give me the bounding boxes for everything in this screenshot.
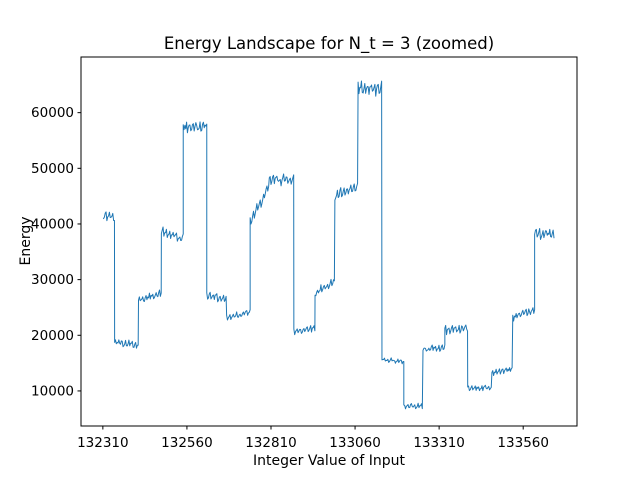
y-tick-label: 50000 <box>31 161 74 177</box>
x-axis-label: Integer Value of Input <box>253 453 405 469</box>
x-tick-label: 133310 <box>413 435 465 451</box>
x-tick-label: 132560 <box>161 435 213 451</box>
energy-series <box>103 80 555 410</box>
x-axis-ticks: 132310 132560 132810 133060 133310 133560 <box>77 426 549 451</box>
energy-line <box>103 80 555 410</box>
chart-title: Energy Landscape for N_t = 3 (zoomed) <box>164 34 494 54</box>
y-axis-label: Energy <box>18 216 34 265</box>
x-tick-label: 132310 <box>77 435 129 451</box>
y-axis-ticks: 10000 20000 30000 40000 50000 60000 <box>31 105 81 399</box>
y-tick-label: 60000 <box>31 105 74 121</box>
y-tick-label: 30000 <box>31 272 74 288</box>
y-tick-label: 10000 <box>31 383 74 399</box>
y-tick-label: 20000 <box>31 328 74 344</box>
x-tick-label: 133060 <box>329 435 381 451</box>
y-tick-label: 40000 <box>31 216 74 232</box>
x-tick-label: 132810 <box>245 435 297 451</box>
x-tick-label: 133560 <box>497 435 549 451</box>
plot-border <box>80 56 578 427</box>
